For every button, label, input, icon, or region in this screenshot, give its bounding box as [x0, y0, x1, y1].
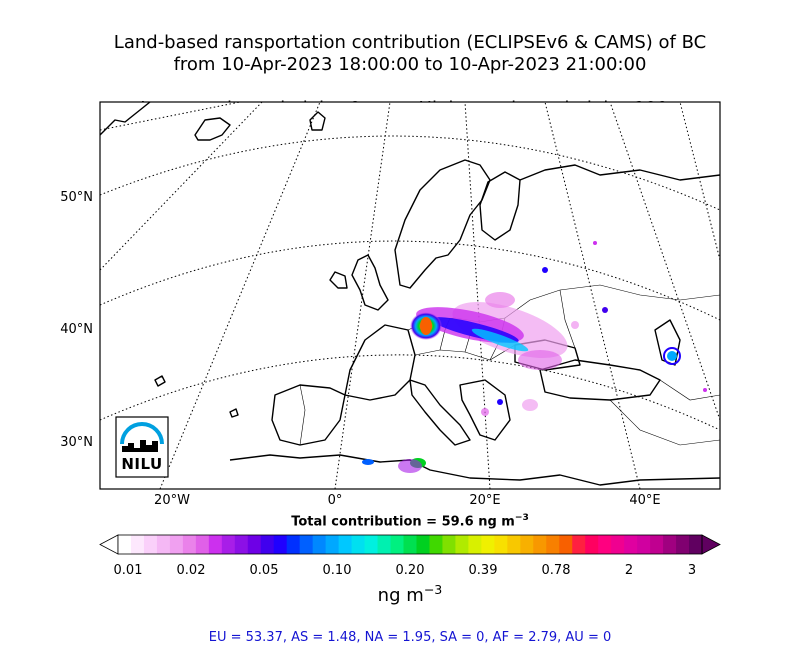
lon-tick-0: 0° — [327, 493, 343, 508]
colorbar-bin — [442, 535, 456, 554]
colorbar-bin — [559, 535, 573, 554]
colorbar-bin — [118, 535, 132, 554]
colorbar-bin — [377, 535, 392, 554]
lat-tick-40n: 40°N — [60, 322, 93, 337]
colorbar-tick-label: 0.20 — [395, 563, 425, 578]
colorbar-bin — [247, 535, 262, 554]
colorbar-bin — [130, 535, 145, 554]
lat-tick-50n: 50°N — [60, 190, 93, 205]
lon-tick-40e: 40°E — [629, 493, 661, 508]
colorbar-bin — [338, 535, 353, 554]
colorbar-bin — [403, 535, 417, 554]
colorbar-bin — [494, 535, 508, 554]
colorbar-bin — [650, 535, 664, 554]
lon-tick-20e: 20°E — [469, 493, 501, 508]
title-line-2: from 10-Apr-2023 18:00:00 to 10-Apr-2023… — [173, 54, 647, 75]
colorbar-bin — [312, 535, 327, 554]
colorbar-bin — [689, 535, 703, 554]
colorbar-bin — [143, 535, 158, 554]
colorbar-bin — [208, 535, 223, 554]
regional-totals: EU = 53.37, AS = 1.48, NA = 1.95, SA = 0… — [208, 630, 612, 645]
colorbar-extend-min — [99, 534, 119, 555]
colorbar-bin — [390, 535, 405, 554]
colorbar-bin — [585, 535, 599, 554]
lat-tick-30n: 30°N — [60, 435, 93, 450]
map-frame — [99, 101, 721, 490]
colorbar-tick-label: 3 — [687, 563, 697, 578]
colorbar-bin — [273, 535, 288, 554]
colorbar-bin — [169, 535, 184, 554]
graticule — [100, 102, 720, 489]
colorbar-bin — [676, 535, 690, 554]
colorbar-tick-label: 2 — [624, 563, 634, 578]
colorbar-bin — [481, 535, 495, 554]
colorbar-tick-label: 0.39 — [468, 563, 498, 578]
colorbar-bin — [416, 535, 430, 554]
colorbar-bin — [611, 535, 625, 554]
colorbar-bin — [364, 535, 379, 554]
colorbar-bin — [533, 535, 547, 554]
colorbar-tick-label: 0.78 — [541, 563, 571, 578]
coastlines — [100, 102, 720, 486]
colorbar-bin — [351, 535, 366, 554]
colorbar-bin — [260, 535, 275, 554]
colorbar-bin — [221, 535, 236, 554]
colorbar-bin — [572, 535, 586, 554]
colorbar-bin — [598, 535, 612, 554]
colorbar-bin — [325, 535, 340, 554]
colorbar-tick-label: 0.01 — [113, 563, 143, 578]
colorbar-bin — [624, 535, 638, 554]
total-contribution: Total contribution = 59.6 ng m−3 — [291, 513, 529, 530]
colorbar-bin — [286, 535, 301, 554]
colorbar-bin — [520, 535, 534, 554]
colorbar-bin — [546, 535, 560, 554]
colorbar-bin — [637, 535, 651, 554]
colorbar-bin — [455, 535, 469, 554]
colorbar — [99, 534, 721, 555]
logo-text: NILU — [121, 455, 163, 473]
colorbar-unit: ng m−3 — [377, 582, 443, 606]
colorbar-bin — [299, 535, 314, 554]
colorbar-frame — [117, 534, 703, 555]
colorbar-tick-label: 0.10 — [322, 563, 352, 578]
colorbar-bin — [468, 535, 482, 554]
colorbar-bin — [195, 535, 210, 554]
title-line-1: Land-based ransportation contribution (E… — [113, 32, 707, 53]
colorbar-bin — [429, 535, 443, 554]
colorbar-tick-label: 0.02 — [176, 563, 206, 578]
colorbar-bin — [182, 535, 197, 554]
colorbar-tick-label: 0.05 — [249, 563, 279, 578]
concentration-plume — [362, 241, 707, 473]
colorbar-bin — [156, 535, 171, 554]
colorbar-bin — [663, 535, 677, 554]
colorbar-bin — [507, 535, 521, 554]
lon-tick-20w: 20°W — [154, 493, 190, 508]
map-area — [100, 102, 720, 489]
nilu-logo — [115, 416, 169, 478]
colorbar-bin — [234, 535, 249, 554]
colorbar-extend-max — [701, 534, 721, 555]
